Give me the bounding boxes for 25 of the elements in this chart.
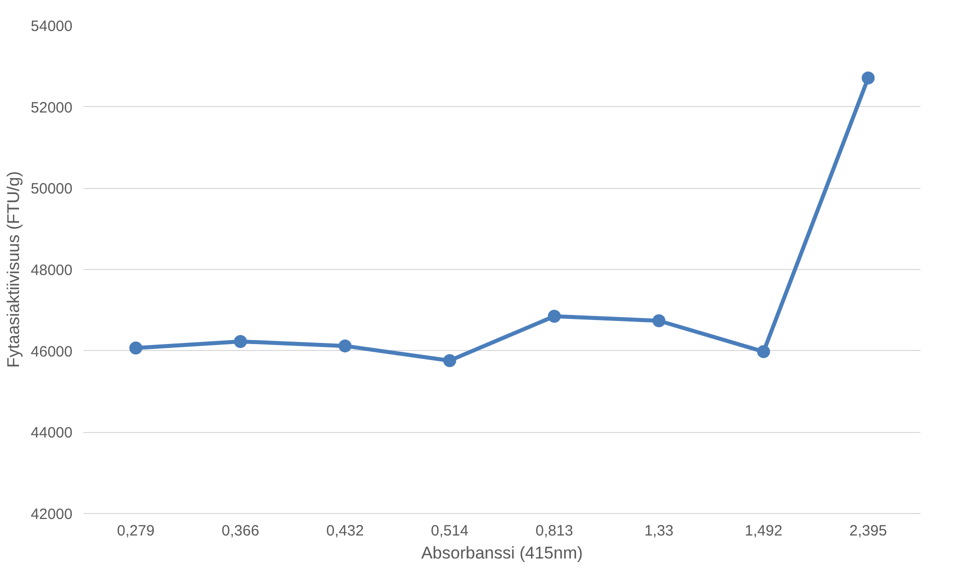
point <box>652 314 666 328</box>
y-tick-label: 48000 <box>30 262 73 279</box>
x-tick-label: 0,514 <box>430 522 468 540</box>
x-tick-label: 1,492 <box>744 522 782 540</box>
x-tick-label: 0,813 <box>536 522 574 540</box>
y-tick-label: 54000 <box>30 18 73 35</box>
y-tick-label: 46000 <box>30 343 73 360</box>
point <box>234 334 247 348</box>
x-tick-label: 0,279 <box>117 522 155 540</box>
point <box>129 342 142 354</box>
x-tick-label: 0,432 <box>326 522 364 540</box>
y-tick-label: 50000 <box>30 180 73 198</box>
y-tick-label: 44000 <box>30 424 73 442</box>
x-tick-label: 0,366 <box>222 522 260 540</box>
x-tick-label: 1,33 <box>644 522 674 540</box>
point <box>862 71 875 84</box>
y-axis-title: Fytaasiaktiivisuus (FTU/g) <box>4 171 23 368</box>
point <box>443 354 456 368</box>
x-axis-title: Absorbanssi (415nm) <box>421 544 583 562</box>
point <box>548 310 561 323</box>
y-tick-label: 52000 <box>30 99 73 116</box>
point <box>757 345 770 358</box>
x-tick-label: 2,395 <box>849 522 887 540</box>
point <box>338 339 352 352</box>
y-tick-label: 42000 <box>30 506 73 523</box>
